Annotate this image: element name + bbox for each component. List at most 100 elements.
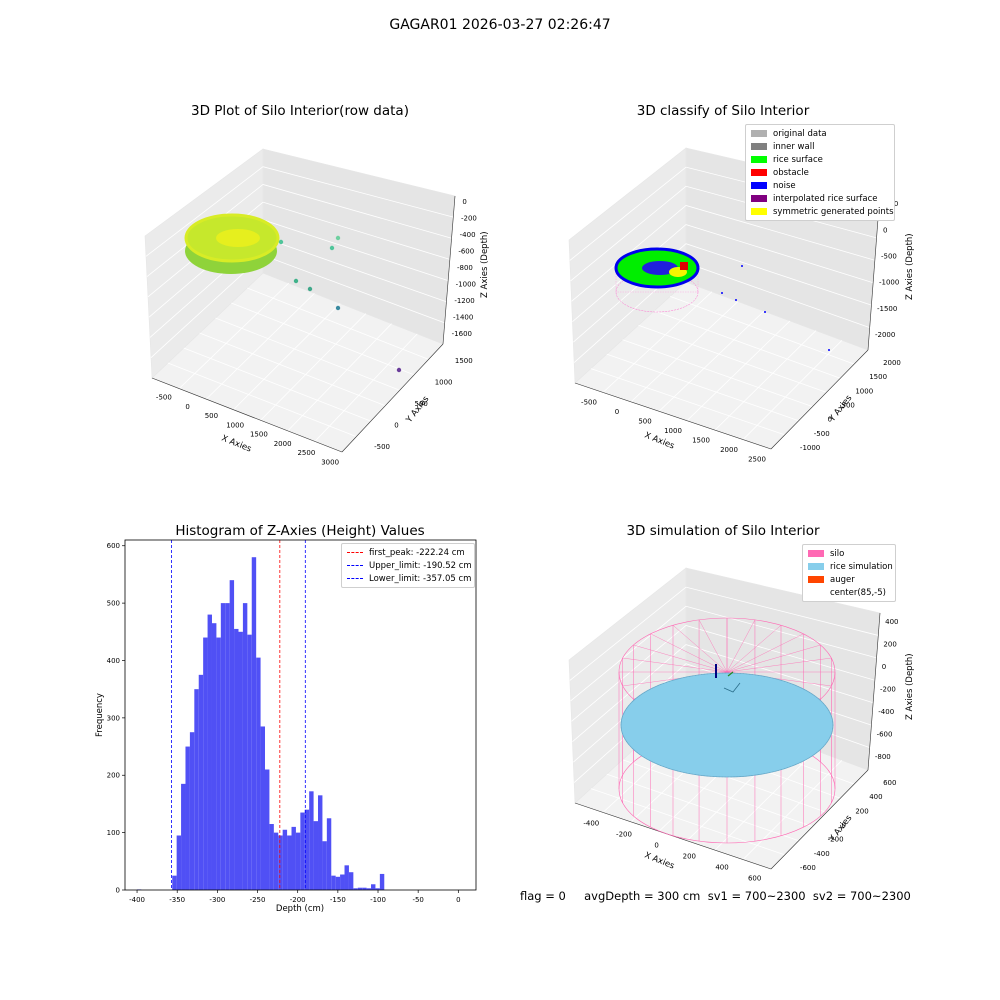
x-axis-line [574, 802, 772, 870]
floor-pane [151, 272, 444, 453]
back-right-pane [262, 148, 456, 345]
histogram-bar [340, 874, 345, 890]
grid-line [590, 788, 785, 856]
panel1-z-tick-label: -200 [461, 215, 477, 223]
panel1-x-tick-label: 1500 [250, 431, 268, 439]
legend-label: obstacle [773, 167, 809, 178]
panel2-xlabel: X Axies [643, 431, 676, 452]
rice-simulation-mesh [620, 672, 834, 778]
histogram-bar [225, 603, 230, 890]
silo-roof-line [672, 625, 728, 673]
panel2-z-tick-label: -500 [881, 252, 897, 260]
histogram-bar [172, 875, 177, 890]
x-tick-label: -350 [169, 896, 185, 904]
panel1-z-tick-label: -600 [458, 248, 474, 256]
grid-line [167, 362, 357, 437]
noise-point [828, 349, 830, 351]
data-point [335, 305, 341, 311]
panel3-legend: first_peak: -222.24 cm Upper_limit: -190.… [341, 543, 475, 588]
x-tick-label: 0 [456, 896, 460, 904]
panel2-legend: original data inner wall rice surface obsta… [745, 124, 895, 221]
panel4-zlabel: Z Axies (Depth) [905, 653, 915, 720]
legend-label: symmetric generated points [773, 206, 894, 217]
silo-roof-line [633, 671, 728, 700]
panel2-y-tick-label: 500 [842, 402, 855, 410]
panel2-zlabel: Z Axies (Depth) [905, 233, 915, 300]
histogram-bar [238, 631, 243, 890]
grid-line [638, 324, 827, 393]
panel4-z-tick-label: 400 [885, 618, 898, 626]
panel1-z-tick-label: 0 [462, 198, 466, 206]
grid-line [147, 201, 450, 298]
grid-line [670, 716, 855, 785]
panel1-x-tick-label: -500 [156, 394, 172, 402]
y-tick-label: 600 [107, 542, 120, 550]
histogram-bar [362, 887, 367, 890]
grid-line [260, 313, 367, 421]
silo-roof-line [726, 671, 832, 687]
legend-swatch [808, 576, 824, 583]
histogram-bar [242, 603, 248, 890]
rice-surface-ring [614, 247, 700, 289]
panel2-x-tick-label: 500 [638, 418, 651, 426]
panel4-y-tick-label: 0 [842, 822, 846, 830]
panel2-z-tick-label: 0 [883, 226, 887, 234]
panel1-y-tick-label: 1500 [455, 357, 473, 365]
grid-line [145, 166, 454, 257]
panel2-x-tick-label: 1500 [692, 436, 710, 444]
legend-swatch [751, 182, 767, 189]
panel4-x-tick-label: 600 [748, 875, 761, 883]
histogram-bar [185, 746, 190, 890]
y-axis-line [770, 769, 869, 870]
panel1-zlabel: Z Axies (Depth) [480, 231, 490, 298]
panel3-axes-frame [124, 539, 477, 891]
legend-item: original data [746, 127, 894, 140]
histogram-bar [326, 818, 332, 890]
legend-label: inner wall [773, 141, 815, 152]
back-left-pane [144, 148, 264, 379]
histogram-bar [335, 876, 341, 890]
grid-line [199, 332, 386, 407]
center-marker [727, 671, 734, 677]
y-tick-label: 100 [107, 829, 120, 837]
y-axis-line [770, 349, 869, 450]
legend-item: interpolated rice surface [746, 192, 894, 205]
legend-label: silo [830, 548, 845, 559]
histogram-bar [331, 875, 336, 890]
data-point [335, 235, 341, 241]
histogram-bar [300, 812, 305, 890]
data-point [396, 367, 402, 373]
x-tick-label: -200 [290, 896, 306, 904]
histogram-bar [344, 865, 349, 890]
panel4-x-tick-label: -200 [616, 831, 632, 839]
panel1-y-tick-label: 500 [415, 400, 428, 408]
panel4-y-tick-label: -600 [800, 864, 816, 872]
panel2-y-tick-label: -1000 [800, 444, 820, 452]
legend-swatch [808, 589, 824, 596]
histogram-bar [256, 657, 261, 890]
panel1-ylabel: Y Axies [404, 394, 432, 426]
histogram-bar [260, 726, 265, 890]
histogram-bar [353, 888, 358, 890]
panel4-ylabel: Y Axies [827, 813, 855, 845]
panel4-y-tick-label: 600 [883, 779, 896, 787]
histogram-bar [251, 557, 257, 890]
silo-top-ring [618, 617, 836, 727]
panel2-z-tick-label: -1500 [877, 305, 897, 313]
grid-line [150, 254, 445, 359]
x-axis-line [574, 382, 772, 450]
panel4-title: 3D simulation of Silo Interior [626, 523, 820, 539]
panel2-y-tick-label: 2000 [883, 359, 901, 367]
grid-line [149, 237, 447, 338]
panel2-x-tick-label: 1000 [664, 427, 682, 435]
histogram-bar [269, 824, 274, 890]
legend-item: Lower_limit: -357.05 cm [342, 572, 474, 585]
panel2-z-tick-label: -1000 [879, 279, 899, 287]
inner-wall-lower [615, 271, 699, 313]
noise-point [741, 265, 743, 267]
y-tick-label: 400 [107, 657, 120, 665]
panel4-z-tick-label: -800 [875, 753, 891, 761]
histogram-bar [176, 835, 182, 890]
rice-surface-highlight [216, 229, 260, 247]
noise-point [721, 292, 723, 294]
